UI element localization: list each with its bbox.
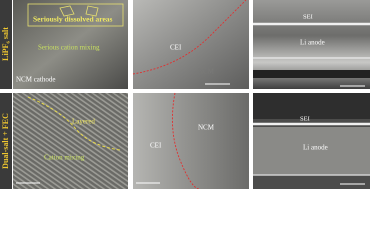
layer: [253, 127, 370, 175]
region-outline: [85, 5, 99, 17]
image-panel: [133, 93, 249, 189]
region-outline: [59, 5, 75, 17]
annotation: Cation mixing: [44, 154, 85, 162]
annotation: CEI: [170, 44, 182, 52]
image-panel: [13, 93, 128, 189]
layer: [253, 70, 370, 78]
annotation: NCM cathode: [16, 76, 55, 84]
row-label: Dual-salt + FEC: [1, 113, 10, 169]
annotation: CEI: [150, 142, 162, 150]
figure: LiPF₆ salt Dual-salt + FEC Seriously dis…: [0, 0, 370, 189]
annotation: Li anode: [300, 39, 325, 47]
annotation: Seriously dissolved areas: [33, 15, 113, 24]
annotation: Li anode: [303, 144, 328, 152]
boundary-line: [171, 92, 201, 189]
annotation: Serious cation mixing: [38, 44, 100, 52]
boundary-line: [132, 0, 247, 75]
label-strip: [0, 93, 12, 189]
boundary-line: [27, 96, 121, 151]
annotation: NCM: [198, 124, 215, 132]
annotation: SEI: [300, 115, 310, 122]
label-strip: [0, 0, 12, 89]
annotation: SEI: [303, 13, 313, 20]
annotation: Layered: [72, 118, 95, 126]
annotation: NCM: [198, 68, 215, 76]
highlight-box: [27, 3, 124, 27]
layer: [253, 93, 370, 119]
image-panel: [133, 0, 249, 89]
row-label: LiPF₆ salt: [1, 27, 10, 61]
